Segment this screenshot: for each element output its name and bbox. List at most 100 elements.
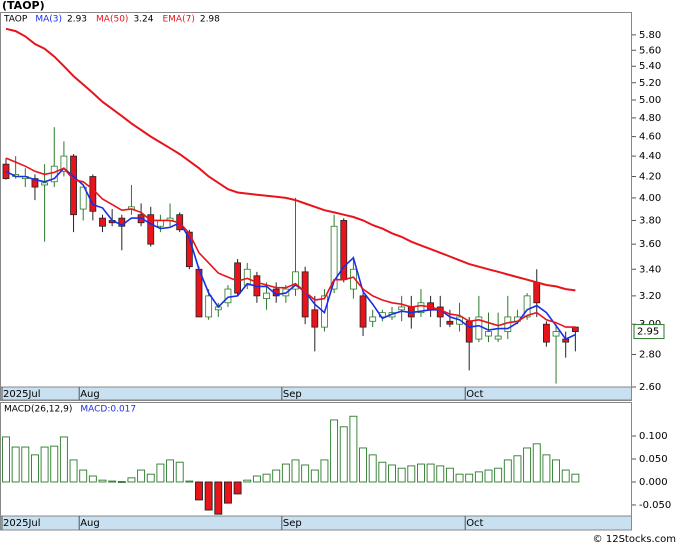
macd-bar: [310, 469, 319, 483]
macd-bar: [252, 475, 261, 483]
macd-bar: [88, 475, 97, 483]
legend-name: MA(3): [35, 15, 62, 25]
x-tick-label: Aug: [80, 518, 100, 529]
macd-bar: [40, 446, 49, 483]
macd-bar: [368, 454, 377, 483]
macd-bar: [108, 480, 117, 483]
candle-body: [41, 182, 48, 186]
legend-name: MA(50): [96, 15, 128, 25]
x-tick-label: 2025Jul: [3, 389, 41, 400]
y-tick-label: 0.000: [639, 477, 668, 488]
macd-bar: [378, 461, 387, 483]
x-tick-label: Oct: [466, 389, 483, 400]
macd-bar: [436, 465, 445, 483]
y-tick-label: 4.60: [639, 132, 661, 143]
legend-value: 3.24: [133, 15, 153, 25]
y-tick-label: 3.40: [639, 264, 661, 275]
candle-body: [523, 295, 531, 318]
x-tick-label: Sep: [283, 518, 302, 529]
macd-bar: [494, 467, 503, 483]
macd-bar: [233, 481, 242, 495]
macd-bar: [359, 447, 367, 483]
macd-bar: [388, 464, 396, 483]
candle-body: [147, 214, 155, 245]
legend-name: EMA(7): [162, 15, 194, 25]
macd-bar: [146, 473, 155, 483]
watermark: © 12Stocks.com: [593, 534, 676, 545]
y-tick-label: 4.40: [639, 151, 661, 162]
candle-body: [79, 186, 87, 210]
macd-bar: [484, 469, 493, 483]
macd-bar: [503, 459, 512, 483]
line-series: [5, 27, 576, 292]
macd-bar: [291, 459, 300, 483]
macd-bar: [31, 454, 39, 483]
candle-body: [369, 316, 377, 322]
macd-bar: [50, 445, 59, 483]
macd-bar: [474, 471, 483, 483]
macd-bar: [281, 463, 290, 483]
macd-bar: [561, 469, 570, 483]
candle-body: [31, 178, 39, 188]
macd-bar: [417, 463, 425, 483]
candle-body: [156, 220, 164, 227]
macd-bar: [21, 446, 30, 483]
y-tick-label: 5.40: [639, 61, 661, 72]
macd-bar: [175, 461, 184, 483]
candle-body: [494, 335, 502, 340]
candle-body: [263, 292, 270, 300]
line-series: [5, 157, 576, 328]
y-tick-label: 3.80: [639, 215, 661, 226]
macd-bar: [98, 479, 107, 483]
macd-bar: [59, 436, 68, 483]
macd-bar: [195, 481, 203, 501]
macd-bar: [223, 481, 232, 504]
macd-bar: [243, 479, 252, 483]
macd-bar: [523, 447, 532, 483]
macd-bar: [117, 481, 126, 483]
date-strip: [0, 386, 632, 401]
macd-legend: MACD:0.017: [80, 405, 136, 415]
line-series: [5, 167, 576, 341]
candle-body: [224, 288, 232, 304]
macd-bar: [465, 473, 474, 483]
macd-bar: [542, 454, 551, 483]
y-tick-label: 4.80: [639, 113, 661, 124]
macd-name: MACD(26,12,9): [4, 405, 72, 415]
macd-bar: [320, 459, 329, 483]
y-tick-label: 0.100: [639, 431, 668, 442]
candle-body: [485, 331, 492, 337]
last-price-box: [633, 324, 665, 340]
candle-body: [70, 155, 77, 216]
macd-bar: [166, 459, 175, 483]
candle-body: [60, 155, 68, 172]
x-tick-label: 2025Jul: [3, 518, 41, 529]
chart-title: (TAOP): [2, 0, 45, 12]
candle-body: [533, 281, 541, 304]
macd-bar: [301, 464, 310, 483]
candle-body: [243, 268, 251, 286]
last-price: 2.95: [637, 327, 659, 338]
y-tick-label: 4.00: [639, 193, 661, 204]
y-tick-label: 5.80: [639, 30, 661, 41]
date-strip: [0, 515, 632, 531]
y-tick-label: -0.050: [639, 500, 671, 511]
y-tick-label: 4.20: [639, 172, 661, 183]
y-tick-label: 5.20: [639, 78, 661, 89]
macd-bar: [127, 477, 136, 483]
macd-bar: [339, 426, 348, 483]
candle-body: [330, 225, 338, 290]
macd-bar: [455, 473, 464, 483]
macd-bar: [349, 415, 358, 483]
candle-body: [417, 302, 425, 314]
x-tick-label: Sep: [283, 389, 302, 400]
x-tick-label: Aug: [80, 389, 100, 400]
macd-bar: [552, 459, 560, 483]
candle-body: [89, 176, 97, 212]
y-tick-label: 3.60: [639, 239, 661, 250]
macd-bar: [2, 436, 10, 483]
candle-body: [552, 331, 560, 337]
macd-bar: [11, 446, 20, 483]
macd-bar: [214, 481, 223, 515]
